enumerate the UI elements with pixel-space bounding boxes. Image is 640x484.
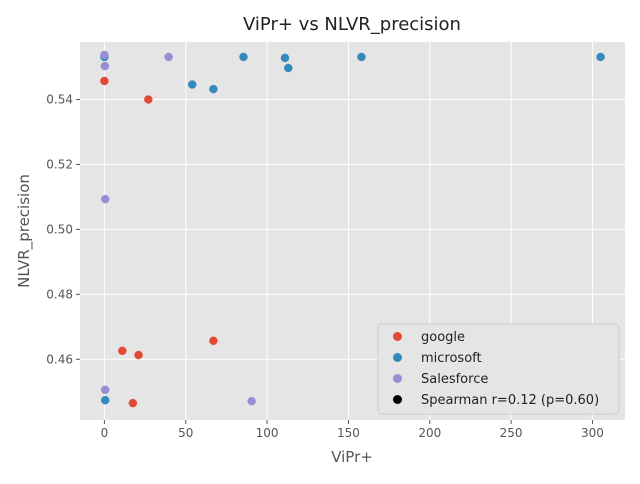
microsoft-point — [283, 63, 293, 73]
microsoft-point — [239, 52, 248, 62]
data-points — [100, 50, 605, 408]
salesforce-point — [247, 396, 256, 406]
salesforce-point — [100, 50, 109, 60]
y-axis-label: NLVR_precision — [15, 174, 34, 288]
x-tick-label: 300 — [581, 426, 604, 440]
x-tick-label: 0 — [101, 426, 109, 440]
microsoft-point — [596, 52, 605, 62]
google-point — [128, 398, 138, 408]
y-tick-label: 0.52 — [46, 157, 73, 171]
google-point — [118, 346, 127, 356]
legend: google microsoft Salesforce Spearman r=0… — [377, 323, 620, 415]
x-tick-label: 150 — [337, 426, 360, 440]
axis-ticks: 0 50 100 150 200 250 300 0.46 0.48 0.50 0.52 0.54 — [46, 92, 604, 440]
microsoft-point — [209, 84, 218, 94]
google-point — [144, 95, 153, 104]
microsoft-point — [280, 53, 290, 63]
y-tick-label: 0.46 — [46, 352, 73, 366]
google-point — [100, 76, 109, 86]
legend-label-google: google — [421, 330, 465, 345]
legend-label-microsoft: microsoft — [421, 351, 482, 366]
microsoft-point — [188, 80, 197, 89]
y-tick-label: 0.48 — [46, 287, 73, 301]
google-point — [134, 350, 143, 360]
chart-title: ViPr+ vs NLVR_precision — [243, 14, 461, 35]
x-tick-label: 200 — [418, 426, 441, 440]
x-tick-label: 100 — [256, 426, 279, 440]
legend-label-salesforce: Salesforce — [421, 372, 488, 387]
x-tick-label: 50 — [178, 426, 193, 440]
legend-box — [377, 323, 620, 415]
microsoft-point — [357, 52, 366, 62]
legend-label-spearman: Spearman r=0.12 (p=0.60) — [421, 393, 599, 408]
legend-marker-salesforce — [393, 374, 402, 383]
y-tick-label: 0.50 — [46, 222, 73, 236]
x-axis-label: ViPr+ — [331, 448, 373, 466]
salesforce-point — [164, 52, 173, 62]
legend-marker-spearman — [393, 395, 402, 404]
salesforce-point — [100, 61, 110, 71]
y-tick-label: 0.54 — [46, 92, 73, 106]
salesforce-point — [100, 385, 110, 395]
google-point — [209, 336, 218, 346]
legend-marker-google — [393, 332, 402, 341]
microsoft-point — [100, 395, 110, 405]
x-tick-label: 250 — [500, 426, 523, 440]
salesforce-point — [100, 194, 110, 204]
legend-marker-microsoft — [393, 353, 402, 362]
